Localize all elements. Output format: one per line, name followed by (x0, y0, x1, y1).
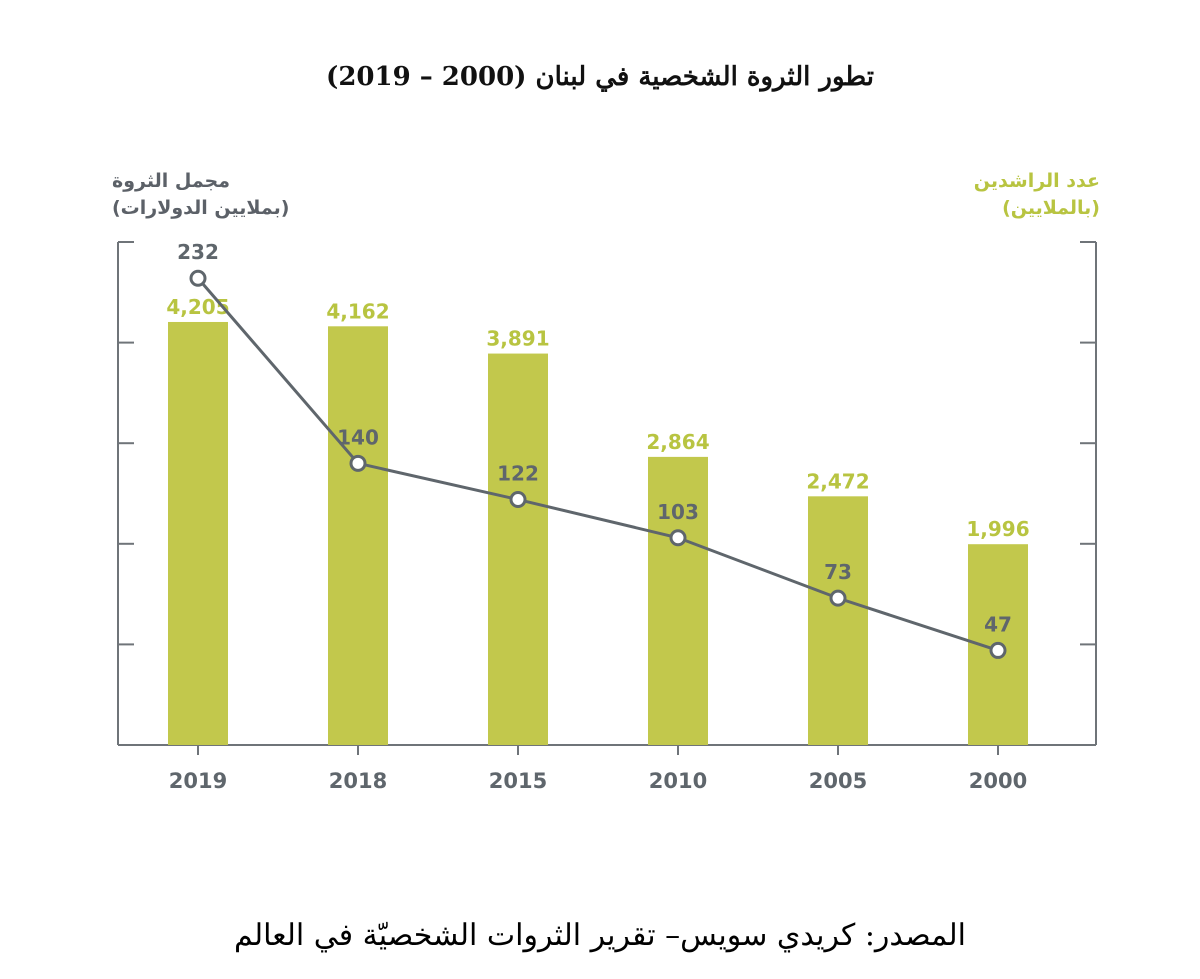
x-tick-label-2010: 2010 (649, 769, 707, 793)
x-tick-label-2019: 2019 (169, 769, 227, 793)
left-axis-title-line-1: مجمل الثروة (112, 170, 231, 192)
wealth-point-2018 (349, 454, 367, 472)
x-tick-label-2000: 2000 (969, 769, 1027, 793)
bar-label-2019: 4,205 (166, 295, 229, 319)
chart-title: تطور الثروة الشخصية في لبنان (2000 – 201… (326, 62, 874, 92)
wealth-line (196, 277, 999, 652)
bar-label-2000: 1,996 (966, 517, 1029, 541)
bar-label-2015: 3,891 (486, 327, 549, 351)
bar-label-2005: 2,472 (806, 469, 869, 493)
wealth-label-2010: 103 (657, 500, 699, 524)
wealth-point-2000 (989, 641, 1007, 659)
bar-label-2018: 4,162 (326, 299, 389, 323)
right-axis-title: عدد الراشدين (بالملايين) (840, 168, 1100, 222)
wealth-point-2019 (189, 269, 207, 287)
bar-2010 (648, 456, 708, 745)
wealth-label-2019: 232 (177, 240, 219, 264)
wealth-label-2005: 73 (824, 560, 852, 584)
source-note: المصدر: كريدي سويس– تقرير الثروات الشخصي… (234, 918, 966, 953)
wealth-point-2015 (509, 491, 527, 509)
bar-label-2010: 2,864 (646, 430, 709, 454)
right-axis-title-line-1: عدد الراشدين (973, 170, 1100, 192)
left-axis-title-line-2: (بملايين الدولارات) (112, 197, 290, 219)
wealth-point-2010 (669, 529, 687, 547)
wealth-label-2000: 47 (984, 612, 1012, 636)
x-tick-label-2015: 2015 (489, 769, 547, 793)
bar-2019 (168, 321, 228, 745)
x-tick-label-2005: 2005 (809, 769, 867, 793)
bar-2015 (488, 353, 548, 745)
wealth-label-2018: 140 (337, 425, 379, 449)
right-axis-title-line-2: (بالملايين) (1002, 197, 1100, 219)
wealth-point-2005 (829, 589, 847, 607)
bar-2005 (808, 496, 868, 745)
x-tick-label-2018: 2018 (329, 769, 387, 793)
wealth-label-2015: 122 (497, 462, 539, 486)
left-axis-title: مجمل الثروة (بملايين الدولارات) (112, 168, 372, 222)
bar-2018 (328, 326, 388, 745)
